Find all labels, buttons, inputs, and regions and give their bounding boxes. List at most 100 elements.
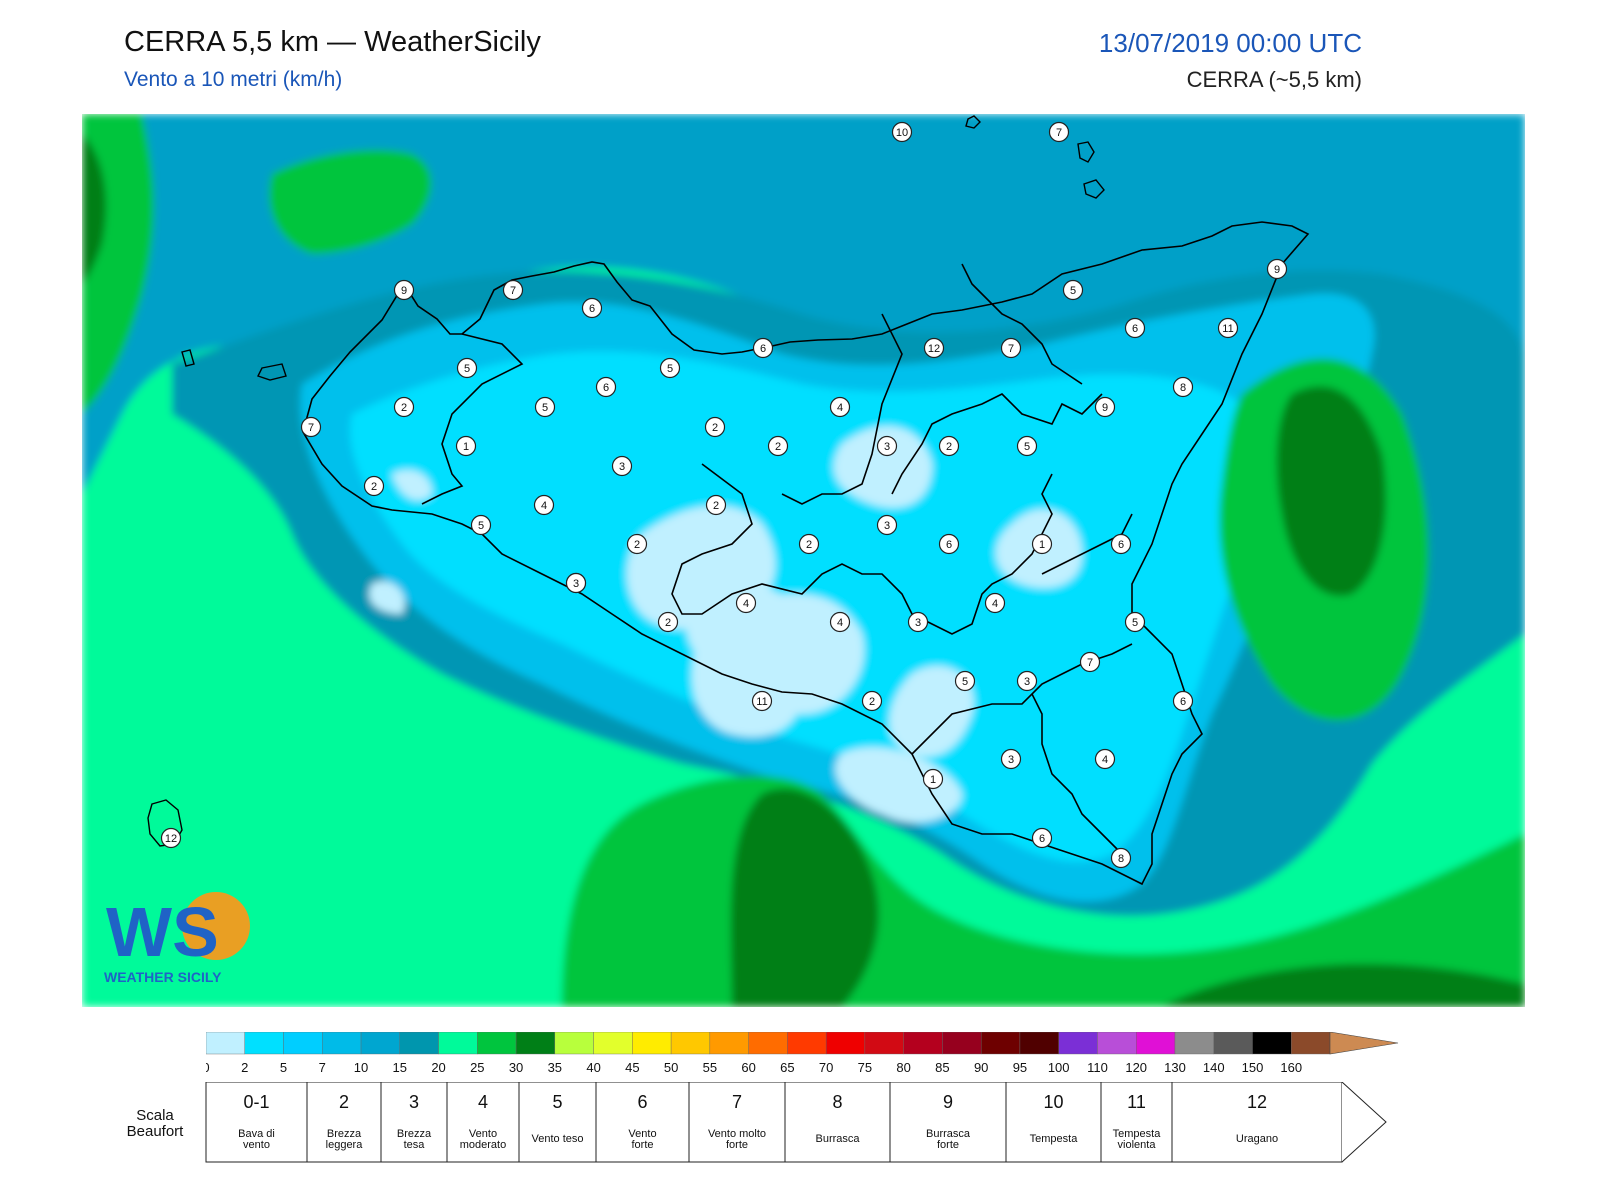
station-marker: 2 xyxy=(938,435,960,457)
colorbar-segment xyxy=(244,1031,284,1055)
beaufort-description: Uragano xyxy=(1236,1133,1278,1145)
station-marker: 6 xyxy=(581,297,603,319)
station-marker: 4 xyxy=(735,592,757,614)
station-value: 12 xyxy=(165,833,177,845)
station-value: 3 xyxy=(619,461,625,473)
station-marker: 2 xyxy=(657,611,679,633)
station-value: 7 xyxy=(1008,343,1014,355)
beaufort-description: Tempesta xyxy=(1113,1128,1162,1140)
station-value: 2 xyxy=(946,441,952,453)
station-value: 3 xyxy=(573,578,579,590)
station-value: 9 xyxy=(401,285,407,297)
beaufort-label-line2: Beaufort xyxy=(126,1123,184,1140)
colorbar-tick: 140 xyxy=(1203,1060,1225,1075)
beaufort-description: leggera xyxy=(326,1139,364,1151)
station-value: 5 xyxy=(478,520,484,532)
station-value: 10 xyxy=(896,127,908,139)
station-value: 11 xyxy=(1222,323,1233,335)
beaufort-number: 7 xyxy=(732,1092,742,1112)
colorbar-segment xyxy=(515,1031,556,1055)
colorbar-tick: 150 xyxy=(1242,1060,1264,1075)
beaufort-description: violenta xyxy=(1118,1139,1157,1151)
colorbar-tick: 160 xyxy=(1280,1060,1302,1075)
sea-teal-north xyxy=(82,114,1525,634)
station-marker: 2 xyxy=(705,494,727,516)
station-marker: 4 xyxy=(829,611,851,633)
colorbar-tick: 7 xyxy=(319,1060,326,1075)
colorbar-tick: 55 xyxy=(703,1060,717,1075)
station-value: 6 xyxy=(1039,833,1045,845)
logo-letters: WS xyxy=(106,893,219,971)
beaufort-number: 5 xyxy=(552,1092,562,1112)
beaufort-description: Vento teso xyxy=(532,1133,584,1145)
station-marker: 5 xyxy=(1016,435,1038,457)
station-value: 3 xyxy=(915,617,921,629)
beaufort-cell: 8 Burrasca xyxy=(784,1081,891,1163)
station-value: 8 xyxy=(1180,382,1186,394)
station-value: 2 xyxy=(712,422,718,434)
station-marker: 2 xyxy=(393,396,415,418)
sea-dark-south xyxy=(730,788,879,1007)
station-value: 6 xyxy=(1118,539,1124,551)
colorbar-segment xyxy=(825,1031,866,1055)
station-marker: 5 xyxy=(456,357,478,379)
station-value: 2 xyxy=(634,539,640,551)
station-value: 8 xyxy=(1118,853,1124,865)
colorbar-segment xyxy=(670,1031,711,1055)
colorbar-tick: 15 xyxy=(393,1060,407,1075)
station-marker: 12 xyxy=(160,827,182,849)
station-marker: 11 xyxy=(1217,317,1239,339)
forecast-datetime: 13/07/2019 00:00 UTC xyxy=(1098,28,1362,58)
beaufort-cell: 12 Uragano xyxy=(1171,1081,1343,1163)
station-marker: 10 xyxy=(891,121,913,143)
station-value: 2 xyxy=(665,617,671,629)
colorbar-segment xyxy=(709,1031,749,1055)
station-value: 7 xyxy=(1056,127,1062,139)
colorbar-segment xyxy=(1213,1031,1253,1055)
beaufort-scale: 0-1 Bava di vento 2 Brezza leggera 3 Brezza tesa… xyxy=(116,1081,1406,1167)
colorbar-segment xyxy=(360,1031,400,1055)
beaufort-description: Tempesta xyxy=(1030,1133,1079,1145)
colorbar-tick: 80 xyxy=(896,1060,910,1075)
colorbar-segment xyxy=(980,1031,1021,1055)
colorbar-tick: 35 xyxy=(548,1060,562,1075)
colorbar-segment xyxy=(748,1031,788,1055)
colorbar-segment xyxy=(632,1031,672,1055)
colorbar-tick: 40 xyxy=(586,1060,600,1075)
station-marker: 5 xyxy=(1124,611,1146,633)
station-value: 6 xyxy=(603,382,609,394)
weathersicily-logo: WS WEATHER SICILY xyxy=(96,884,256,994)
station-marker: 5 xyxy=(659,357,681,379)
station-marker: 3 xyxy=(611,455,633,477)
colorbar-segment xyxy=(1136,1031,1176,1055)
beaufort-description: forte xyxy=(726,1139,748,1151)
colorbar-tick: 10 xyxy=(354,1060,368,1075)
colorbar-tick: 95 xyxy=(1013,1060,1027,1075)
station-marker: 3 xyxy=(1000,748,1022,770)
colorbar-tick: 75 xyxy=(858,1060,872,1075)
colorbar-segment xyxy=(283,1031,323,1055)
station-value: 5 xyxy=(464,363,470,375)
station-marker: 5 xyxy=(534,396,556,418)
colorbar-tick: 0 xyxy=(206,1060,210,1075)
beaufort-number: 6 xyxy=(637,1092,647,1112)
colorbar-tick: 100 xyxy=(1048,1060,1070,1075)
sea-green-north xyxy=(269,150,431,254)
beaufort-number: 8 xyxy=(832,1092,842,1112)
station-marker: 3 xyxy=(565,572,587,594)
colorbar-tick: 45 xyxy=(625,1060,639,1075)
station-marker: 4 xyxy=(533,494,555,516)
station-marker: 9 xyxy=(1094,396,1116,418)
station-marker: 2 xyxy=(767,435,789,457)
beaufort-number: 11 xyxy=(1127,1092,1146,1112)
colorbar-segment xyxy=(864,1031,904,1055)
colorbar-tick: 2 xyxy=(241,1060,248,1075)
beaufort-description: Burrasca xyxy=(926,1128,971,1140)
sea-dark-southeast xyxy=(1162,964,1525,1007)
colorbar-tick: 60 xyxy=(741,1060,755,1075)
station-value: 4 xyxy=(743,598,749,610)
station-marker: 1 xyxy=(1031,533,1053,555)
